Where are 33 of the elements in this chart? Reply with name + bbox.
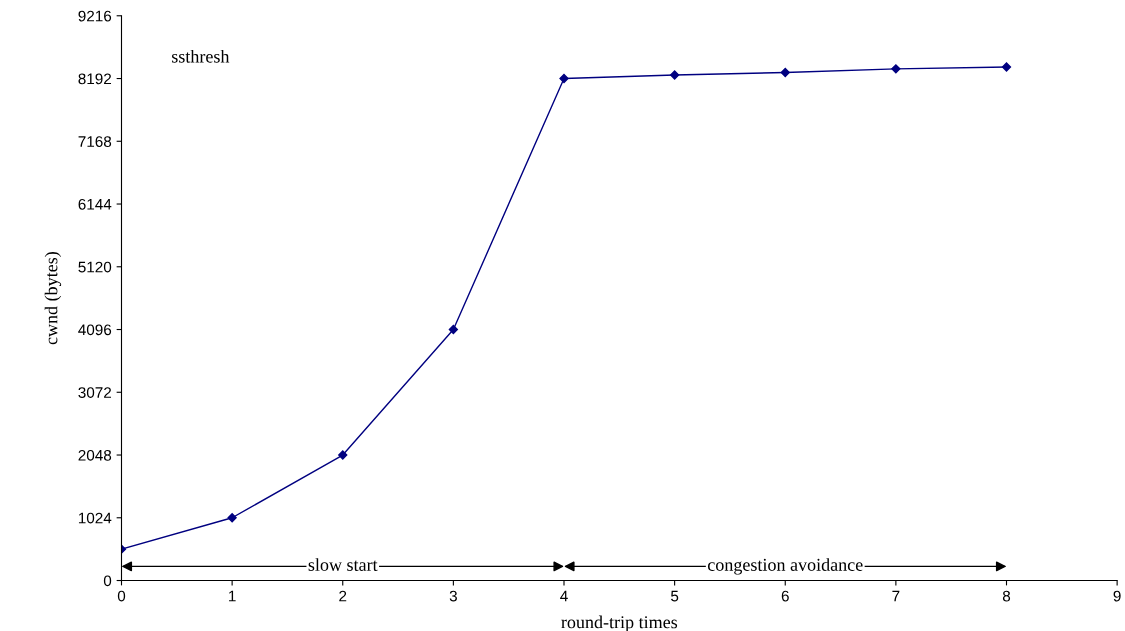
point <box>1001 62 1012 72</box>
y-tick-label: 6144 <box>78 198 112 210</box>
y-tick-label: 4096 <box>78 324 112 336</box>
y-tick-label: 2048 <box>78 449 112 461</box>
x-axis-title: round-trip times <box>561 615 678 631</box>
y-tick-label: 3072 <box>78 387 112 398</box>
point <box>227 513 237 523</box>
point <box>338 450 348 460</box>
annotation: ssthresh <box>172 49 230 63</box>
point <box>780 67 790 78</box>
x-tick-label: 7 <box>892 590 900 602</box>
y-axis-title: cwnd (bytes) <box>44 252 62 345</box>
annotation: congestion avoidance <box>707 558 863 575</box>
y-tick-label: 9216 <box>78 10 112 22</box>
y-tick-label: 5120 <box>78 261 112 273</box>
y-tick-label: 1024 <box>78 512 112 524</box>
x-tick-label: 0 <box>117 590 126 602</box>
x-tick-label: 6 <box>781 590 789 602</box>
point <box>559 73 569 84</box>
point <box>891 64 901 74</box>
x-tick-label: 3 <box>449 590 457 602</box>
annotation: slow start <box>308 558 378 571</box>
x-tick-label: 4 <box>560 590 568 602</box>
y-tick-label: 8192 <box>78 73 112 85</box>
x-tick-label: 5 <box>670 590 679 602</box>
point <box>670 70 680 80</box>
y-tick-label: 7168 <box>78 136 112 147</box>
x-tick-label: 8 <box>1002 590 1011 602</box>
y-tick-label: 0 <box>103 575 112 587</box>
x-tick-label: 2 <box>339 590 347 602</box>
x-tick-label: 1 <box>229 590 236 602</box>
x-tick-label: 9 <box>1113 590 1121 602</box>
point <box>448 324 458 335</box>
